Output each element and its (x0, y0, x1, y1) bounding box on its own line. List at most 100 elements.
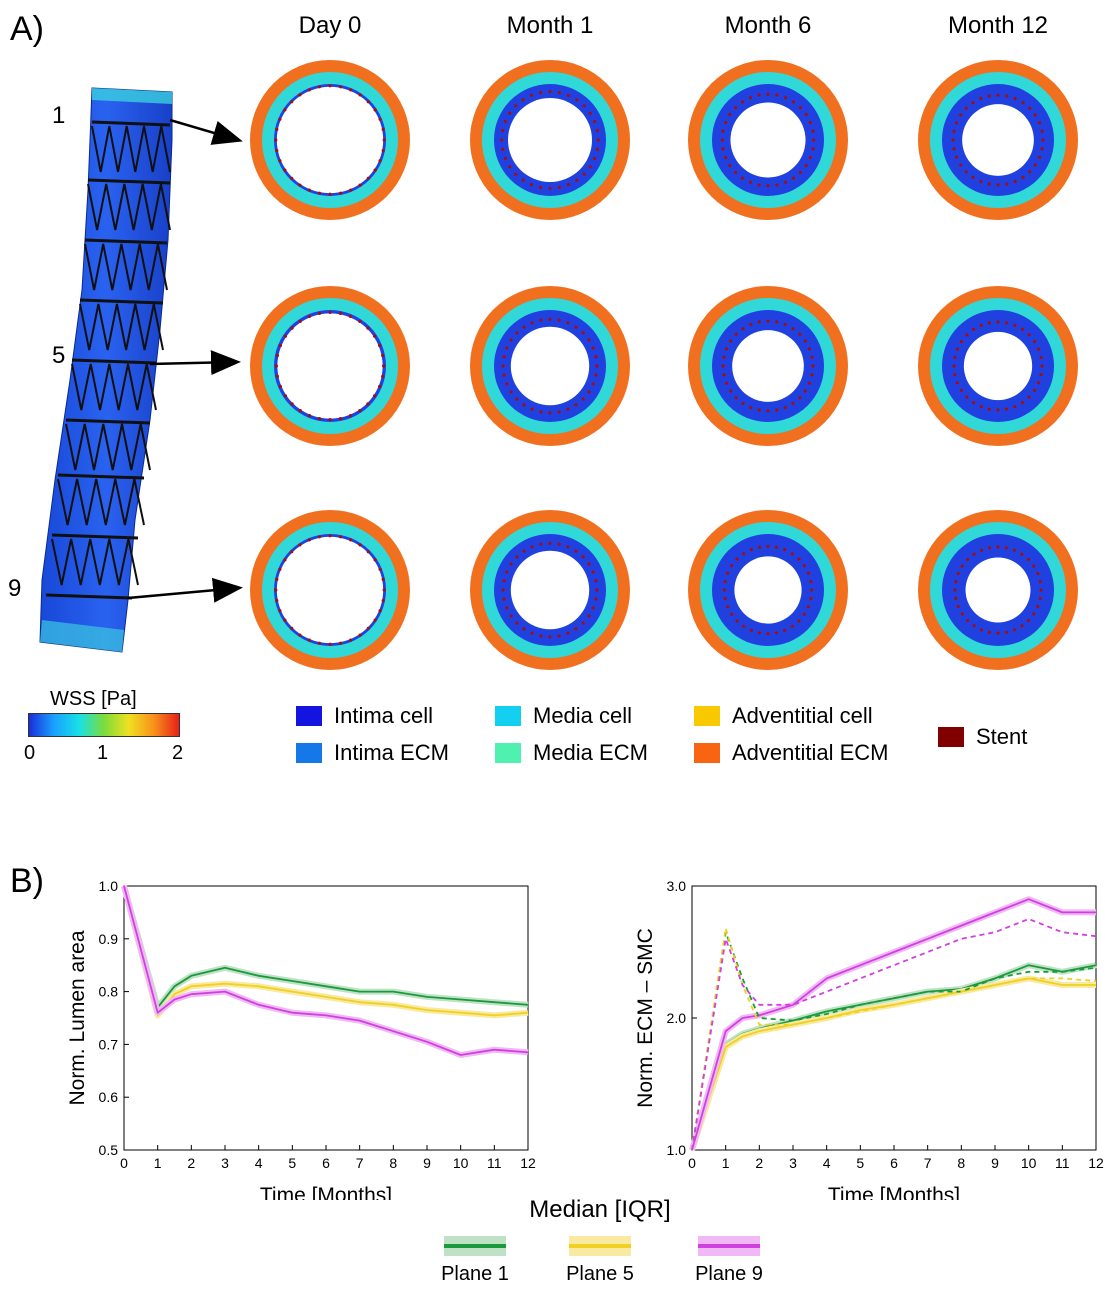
stent-strut-dot (298, 93, 302, 97)
stent-strut-dot (581, 331, 585, 335)
y-tick-label: 0.7 (99, 1036, 119, 1052)
stent-strut-dot (378, 159, 382, 163)
legend-swatch (296, 706, 322, 726)
stent-strut-dot (298, 543, 302, 547)
stent-ring (91, 120, 171, 127)
stent-strut-dot (996, 93, 1000, 97)
stent-strut-dot (1004, 630, 1009, 634)
stent-strut-dot (954, 596, 958, 601)
stent-strut-dot (501, 147, 505, 151)
stent-strut-dot (996, 631, 1000, 635)
stent-strut-dot (757, 93, 761, 97)
stent-strut-dot (307, 188, 311, 192)
stent-strut-dot (1005, 407, 1009, 411)
stent-strut-dot (587, 614, 591, 618)
y-axis-label: Norm. Lumen area (66, 930, 89, 1105)
legend-media-cell: Media cell (495, 703, 632, 729)
stent-strut-dot (509, 614, 513, 618)
median-iqr-title: Median [IQR] (529, 1196, 671, 1223)
lumen (730, 102, 806, 178)
stent-strut-dot (587, 390, 591, 394)
stent-strut-dot (275, 374, 279, 379)
stent-strut-dot (1040, 129, 1044, 133)
stent-strut-dot (548, 411, 552, 415)
stent-strut-dot (812, 138, 816, 142)
stent-strut (71, 363, 157, 411)
stent-strut-dot (1037, 155, 1042, 159)
cross-section-rings (250, 60, 1078, 670)
stent-strut-dot (757, 408, 761, 412)
cross-section-ring (918, 286, 1078, 446)
panel-a-label: A) (10, 10, 44, 48)
stent-strut-dot (275, 353, 279, 358)
stent-strut-dot (574, 549, 578, 553)
stent-strut-dot (522, 549, 526, 553)
stent-strut-dot (965, 557, 970, 562)
stent-strut-dot (1032, 564, 1036, 568)
stent-strut-dot (953, 588, 957, 592)
x-tick-label: 3 (221, 1155, 229, 1171)
stent-strut-dot (328, 84, 332, 88)
stent-strut-dot (783, 180, 788, 184)
cross-section-ring (470, 60, 630, 220)
lumen (508, 98, 592, 182)
stent-ring (71, 358, 157, 365)
stent-strut-dot (1037, 381, 1041, 385)
stent-strut-dot (557, 410, 561, 414)
stent-strut-dot (807, 347, 812, 351)
colorbar-tick-1: 1 (97, 742, 109, 764)
stent-strut-dot (339, 85, 343, 89)
stent-strut-dot (783, 96, 788, 100)
stent-strut-dot (728, 163, 732, 168)
stent-strut-dot (749, 548, 753, 552)
stent-strut-dot (539, 91, 543, 95)
stent-strut-dot (1039, 588, 1043, 592)
series-iqr-band (689, 962, 1097, 1151)
legend-label: Adventitial ECM (732, 740, 889, 765)
legend-swatch (694, 743, 720, 763)
stent-strut-dot (591, 382, 595, 386)
stent-strut-dot (595, 147, 600, 151)
stent-strut-dot (1020, 624, 1024, 628)
stent-strut-dot (797, 619, 801, 623)
column-title-month12: Month 12 (947, 12, 1049, 39)
stent-strut-dot (809, 596, 813, 601)
stent-strut-dot (522, 627, 526, 631)
stent-strut-dot (539, 185, 543, 189)
stent-strut-dot (964, 106, 968, 110)
column-title-month1: Month 1 (506, 12, 594, 39)
stent-strut-dot (954, 580, 958, 584)
stent-strut-dot (381, 127, 385, 131)
stent-strut-dot (298, 319, 302, 323)
stent-strut-dot (972, 552, 976, 556)
stent-strut-dot (757, 183, 761, 187)
stent-strut-dot (954, 155, 959, 159)
stent-strut-dot (502, 579, 506, 583)
stent-strut-dot (1013, 323, 1017, 327)
stent-strut-dot (951, 138, 955, 142)
legend-swatch (296, 743, 322, 763)
stent-strut-dot (548, 635, 552, 639)
lumen (734, 556, 802, 624)
stent-strut-dot (728, 112, 732, 117)
stent-strut-dot (766, 409, 770, 413)
stent-strut-dot (358, 543, 362, 547)
stent-strut-dot (979, 628, 984, 632)
wss-colorbar (28, 713, 180, 737)
stent-strut-dot (996, 320, 1000, 324)
stent-strut-dot (378, 343, 382, 348)
stent-strut-dot (1021, 175, 1025, 179)
cross-section-ring (688, 60, 848, 220)
stent-strut-dot (514, 104, 518, 108)
cross-section-ring (470, 286, 630, 446)
legend-swatch (938, 727, 964, 747)
stent-strut-dot (724, 347, 729, 351)
stent-strut-dot (1033, 388, 1037, 392)
stent-strut-dot (290, 626, 294, 630)
stent-strut-dot (959, 163, 963, 167)
stent-strut-dot (378, 384, 382, 389)
stent-strut-dot (965, 395, 969, 399)
stent-strut-dot (952, 147, 956, 151)
stent-strut-dot (979, 405, 983, 409)
stent-strut-dot (530, 545, 534, 549)
